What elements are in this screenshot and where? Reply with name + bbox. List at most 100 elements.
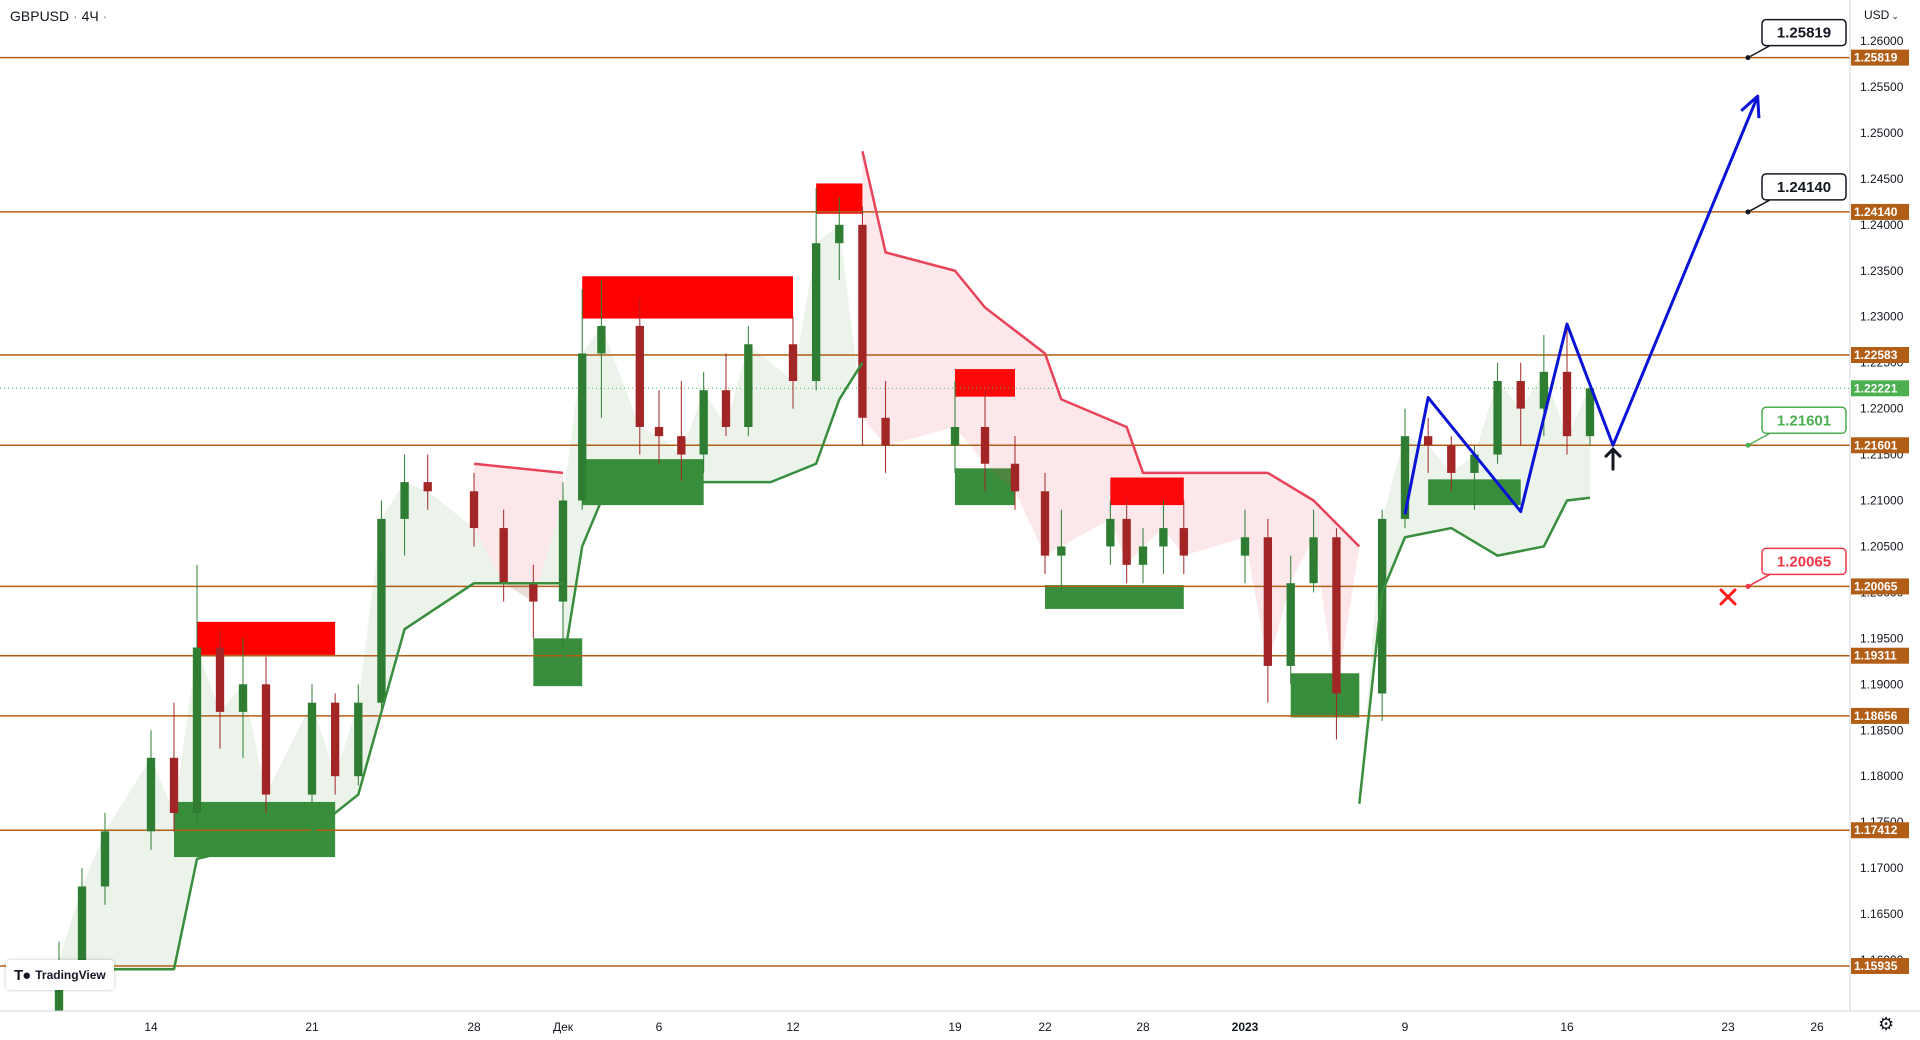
time-tick-label: 22	[1038, 1020, 1052, 1034]
price-tick-label: 1.26000	[1860, 34, 1904, 48]
time-axis[interactable]: 14 21 28 Дек 6 12 19 22 28 2023 9 16 23 26	[0, 1010, 1920, 1040]
level-price-tag-label: 1.19311	[1854, 649, 1897, 663]
candle-body	[1516, 381, 1525, 409]
candle-body	[1377, 518, 1387, 694]
candle-body	[811, 243, 821, 382]
callout-anchor-dot	[1745, 583, 1751, 589]
candle-body	[699, 390, 708, 455]
price-tick-label: 1.17000	[1860, 861, 1904, 875]
level-price-tag-label: 1.24140	[1854, 205, 1898, 219]
price-tick-label: 1.21000	[1860, 494, 1904, 508]
supply-zone	[1110, 477, 1184, 506]
callout-label: 1.24140	[1777, 179, 1831, 196]
candle-body	[1447, 445, 1456, 473]
tradingview-logo-icon: T●	[14, 966, 31, 984]
candle-body	[1470, 454, 1479, 473]
time-tick-label: 21	[305, 1020, 319, 1034]
price-tick-label: 1.25500	[1860, 80, 1904, 94]
candle-body	[529, 583, 538, 602]
trail-fill-area	[1359, 371, 1590, 804]
level-price-tag-label: 1.18656	[1854, 709, 1898, 723]
price-tick-label: 1.22000	[1860, 402, 1904, 416]
demand-zone	[1290, 673, 1360, 718]
candle-body	[1040, 491, 1050, 556]
time-tick-label: 16	[1560, 1020, 1574, 1034]
price-tick-label: 1.16500	[1860, 907, 1904, 921]
candle-body	[558, 500, 568, 602]
price-axis-background	[1850, 0, 1920, 1040]
settings-gear-icon[interactable]: ⚙	[1878, 1014, 1895, 1034]
candle-body	[835, 224, 844, 244]
candle-body	[238, 684, 248, 712]
callout-anchor-dot	[1745, 55, 1751, 61]
candle-body	[469, 491, 479, 529]
candle-body	[881, 417, 890, 446]
callout-pointer	[1747, 432, 1771, 446]
time-axis-background	[0, 1011, 1920, 1040]
time-tick-label: 28	[1136, 1020, 1150, 1034]
time-tick-label: 6	[656, 1020, 663, 1034]
candle-body	[1138, 546, 1148, 565]
separator-dot: ·	[73, 8, 82, 24]
currency-selector[interactable]: USD ⌄	[1864, 8, 1899, 22]
level-price-tag	[1851, 203, 1909, 220]
trailing-stop-line	[861, 151, 1361, 548]
candle-body	[744, 344, 753, 427]
current-price-tag-label: 1.22221	[1854, 381, 1898, 395]
level-price-tag	[1851, 578, 1909, 595]
price-tick-label: 1.18500	[1860, 723, 1904, 737]
cross-icon	[1719, 588, 1737, 606]
candle-body	[192, 647, 202, 813]
callout-label: 1.25819	[1777, 25, 1831, 42]
level-price-tag-label: 1.22583	[1854, 348, 1898, 362]
level-price-tag-label: 1.15935	[1854, 959, 1898, 973]
candle-body	[330, 702, 340, 777]
candle-body	[1263, 537, 1273, 666]
callout-pointer	[1747, 44, 1771, 59]
candle-body	[1585, 388, 1595, 437]
candle-body	[1400, 436, 1410, 519]
candle-body	[400, 482, 409, 519]
trailing-stop-layer	[59, 151, 1591, 971]
candle-body	[1423, 436, 1433, 446]
price-tick-label: 1.24500	[1860, 172, 1904, 186]
candle-body	[77, 886, 87, 960]
candle-body	[1309, 537, 1318, 584]
time-tick-label: 19	[948, 1020, 962, 1034]
candle-body	[1122, 518, 1131, 565]
candle-body	[1332, 537, 1341, 694]
level-price-tag	[1851, 347, 1909, 364]
currency-label: USD	[1864, 8, 1890, 22]
callout-box[interactable]	[1761, 547, 1847, 576]
candle-body	[169, 757, 179, 813]
level-price-tag-label: 1.21601	[1854, 438, 1898, 452]
candles-layer	[54, 188, 1595, 1040]
price-tick-label: 1.20500	[1860, 539, 1904, 553]
projection-arrowhead	[1740, 94, 1761, 119]
level-price-tag-label: 1.25819	[1854, 51, 1898, 65]
price-tick-label: 1.19500	[1860, 631, 1904, 645]
callout-box[interactable]	[1761, 18, 1847, 47]
candle-body	[980, 426, 990, 464]
callout-box[interactable]	[1761, 173, 1847, 201]
price-axis[interactable]: 1.160001.165001.170001.175001.180001.185…	[1849, 0, 1920, 1040]
candle-body	[858, 224, 867, 418]
candle-body	[721, 390, 731, 427]
candle-body	[1010, 463, 1020, 492]
logo-text: TradingView	[35, 968, 106, 982]
price-tick-label: 1.23500	[1860, 264, 1904, 278]
level-price-tag-label: 1.20065	[1854, 579, 1898, 593]
time-tick-label: 9	[1402, 1020, 1409, 1034]
demand-zone	[1045, 585, 1184, 609]
chevron-down-icon: ⌄	[1891, 11, 1899, 21]
symbol-name[interactable]: GBPUSD	[10, 8, 70, 24]
price-tick-label: 1.19000	[1860, 677, 1904, 691]
trail-fill-area	[862, 151, 1360, 694]
time-tick-label: 26	[1810, 1020, 1824, 1034]
callout-box[interactable]	[1761, 406, 1847, 435]
time-tick-label: Дек	[553, 1020, 574, 1034]
candle-body	[354, 702, 363, 777]
timeframe-label[interactable]: 4Ч	[81, 8, 99, 24]
tradingview-logo[interactable]: T● TradingView	[6, 960, 114, 990]
